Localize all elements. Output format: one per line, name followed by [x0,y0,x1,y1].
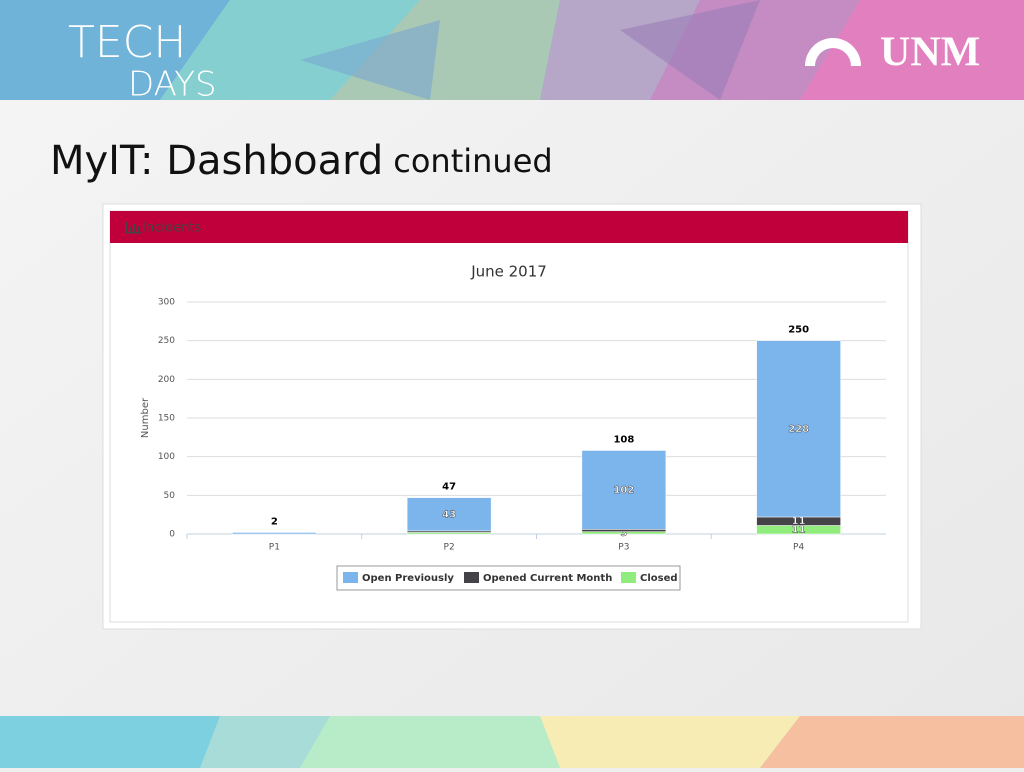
bar-segment [406,497,492,532]
header-banner: TECH DAYS UNM [0,0,1024,105]
y-tick-label: 300 [158,298,175,308]
y-tick-label: 150 [158,414,175,424]
y-tick-label: 50 [164,491,176,501]
footer-banner [0,716,1024,768]
total-label: 2 [271,516,278,527]
legend-label: Open Previously [362,573,454,584]
legend-swatch [621,572,636,583]
y-tick-label: 250 [158,336,175,346]
logo-text: UNM [880,30,980,76]
x-tick-label: P1 [269,543,280,553]
legend-label: Closed [640,573,678,584]
total-label: 47 [442,482,456,493]
data-label: 228 [788,424,809,435]
panel-title: Incidents [142,221,201,236]
y-axis-label: Number [140,397,151,438]
slide-title: MyIT: Dashboard continued [50,138,553,184]
total-label: 108 [613,434,634,445]
chart-title: June 2017 [470,263,547,281]
data-label: 3 [620,528,627,539]
y-tick-label: 200 [158,375,175,385]
y-tick-label: 0 [169,530,175,540]
x-tick-label: P2 [444,543,455,553]
panel-header [110,211,908,243]
data-label: 11 [792,516,806,527]
legend-swatch [464,572,479,583]
bar-segment [581,529,667,532]
chart-icon [125,222,141,234]
x-tick-label: P4 [793,543,804,553]
slide-title-suffix: continued [393,142,552,180]
data-label: 11 [792,525,806,536]
legend-swatch [343,572,358,583]
data-label: 43 [442,509,456,520]
bar-segment [756,340,841,518]
logo-text: DAYS [128,65,217,105]
bar-segment [232,532,317,535]
x-tick-label: P3 [618,543,629,553]
logo-text: TECH [68,17,187,68]
total-label: 250 [788,325,809,336]
legend-label: Opened Current Month [483,573,612,584]
data-label: 102 [613,485,634,496]
slide-title-main: MyIT: Dashboard [50,138,383,184]
y-tick-label: 100 [158,452,175,462]
bar-segment [581,450,667,530]
